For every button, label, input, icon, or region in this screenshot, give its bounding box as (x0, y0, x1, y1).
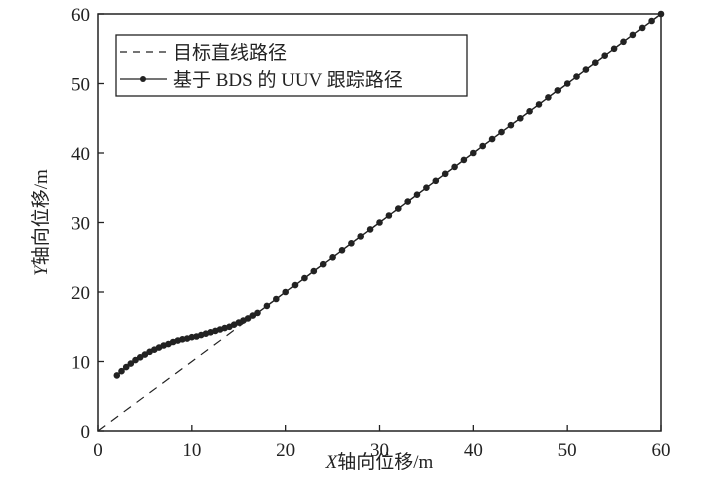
tracking-path-marker (620, 38, 627, 46)
tracking-path-marker (592, 59, 599, 66)
x-tick-label: 0 (93, 440, 103, 461)
y-tick-label: 50 (71, 75, 90, 96)
tracking-path-marker (301, 274, 308, 282)
tracking-path-marker (376, 219, 383, 226)
tracking-path-marker (395, 205, 402, 212)
tracking-path-marker (573, 73, 580, 80)
tracking-path-marker (310, 267, 318, 275)
tracking-path-marker (127, 360, 135, 367)
tracking-path-marker (526, 108, 533, 115)
tracking-path-marker (357, 233, 365, 240)
y-axis-title: Y轴向位移/m (30, 169, 52, 276)
tracking-path-marker (385, 212, 393, 219)
x-tick-label: 20 (276, 440, 295, 461)
tracking-path-marker (273, 295, 280, 303)
tracking-path-marker (329, 253, 336, 261)
tracking-path-marker (113, 372, 121, 379)
x-tick-label: 10 (182, 440, 201, 461)
y-tick-label: 0 (81, 422, 91, 443)
tracking-path-marker (432, 177, 440, 185)
tracking-path-marker (460, 156, 468, 164)
tracking-path-marker (319, 260, 327, 268)
y-tick-label: 10 (71, 353, 90, 374)
tracking-path-marker (470, 149, 477, 157)
tracking-path-marker (118, 367, 125, 375)
x-tick-label: 40 (464, 440, 483, 461)
legend-marker-dot-icon (140, 76, 146, 82)
y-tick-label: 60 (71, 5, 90, 26)
tracking-path-marker (366, 226, 374, 233)
tracking-path-marker (582, 66, 590, 73)
legend-label-tracking-path: 基于 BDS 的 UUV 跟踪路径 (173, 69, 403, 91)
tracking-path-marker (404, 198, 412, 205)
plot-area (97, 10, 665, 432)
y-tick-label: 20 (71, 283, 90, 304)
tracking-path-marker (545, 94, 552, 101)
legend-box (115, 34, 468, 97)
tracking-path-marker (423, 184, 430, 191)
tracking-path-marker (413, 191, 421, 198)
tracking-path-marker (282, 288, 290, 296)
tracking-path-marker (535, 101, 543, 108)
tracking-path-marker (638, 24, 646, 32)
tracking-path-marker (629, 31, 637, 39)
tracking-path-marker (488, 135, 496, 143)
tracking-path-marker (563, 80, 571, 87)
y-tick-label: 30 (71, 214, 90, 235)
tracking-path-marker (338, 247, 346, 254)
x-tick-label: 60 (652, 440, 671, 461)
tracking-path-marker (648, 17, 655, 25)
tracking-path-marker (254, 309, 261, 317)
tracking-path-marker (479, 142, 487, 150)
y-tick-label: 40 (71, 144, 90, 165)
tracking-path-marker (441, 170, 449, 178)
tracking-path-marker (601, 52, 608, 59)
tracking-path-marker (507, 121, 515, 129)
tracking-path-marker (554, 87, 562, 94)
tracking-path-marker (498, 128, 505, 136)
tracking-path-marker (122, 363, 130, 371)
tracking-path-marker (263, 302, 271, 310)
tracking-path-marker (291, 281, 299, 289)
tracking-path-marker (451, 163, 458, 171)
tracking-path-marker (517, 115, 524, 122)
legend-label-target-path: 目标直线路径 (173, 42, 287, 64)
tracking-path-marker (348, 240, 355, 247)
x-tick-label: 30 (370, 440, 389, 461)
axes: 0 10 20 30 40 50 60 0 10 20 30 40 50 60 X轴向位移/m Y轴向位移/m (30, 5, 671, 473)
x-axis-title: X轴向位移/m (325, 451, 434, 473)
x-tick-label: 50 (558, 440, 577, 461)
legend: 目标直线路径 基于 BDS 的 UUV 跟踪路径 (115, 34, 468, 97)
tracking-path-marker (610, 45, 618, 53)
